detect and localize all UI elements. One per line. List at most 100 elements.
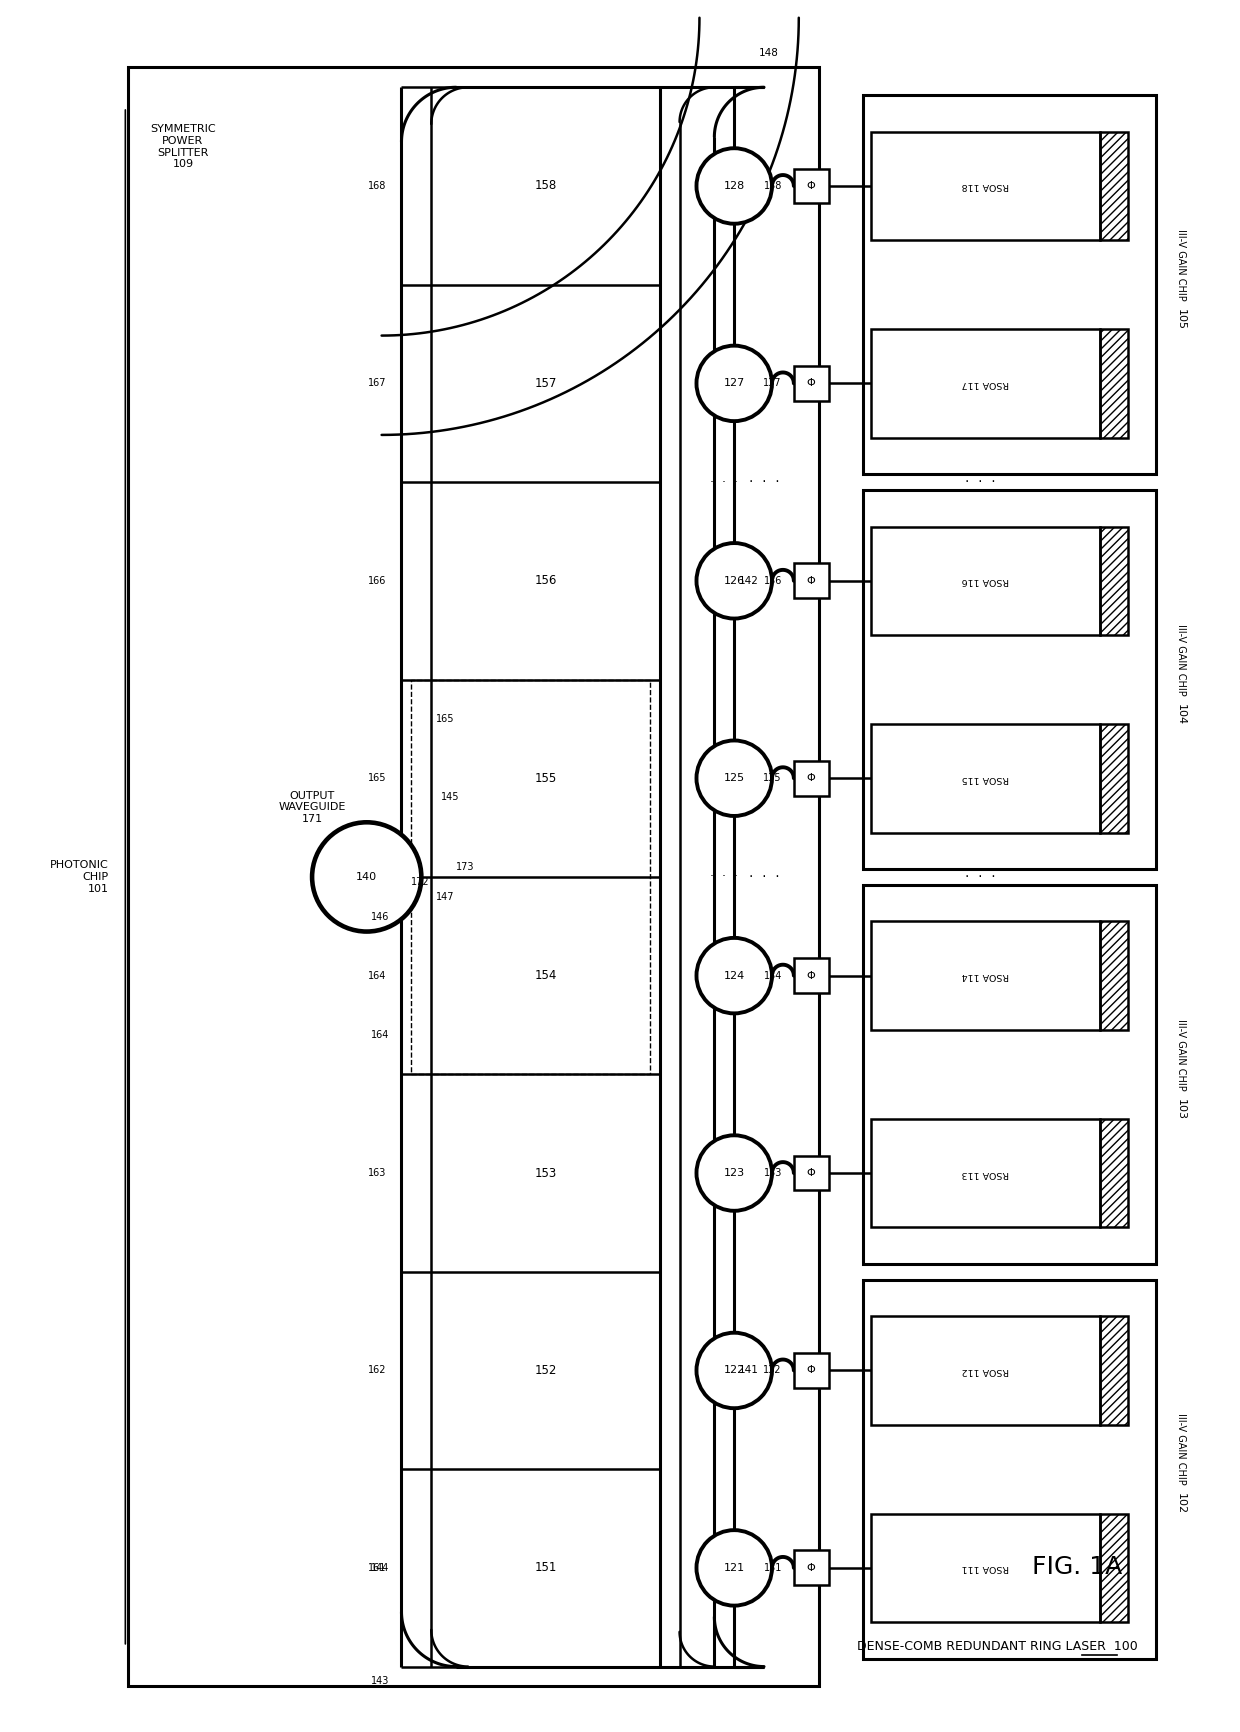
Bar [1100,1119,1127,1228]
Bar [1100,329,1127,438]
Text: 122: 122 [724,1365,745,1375]
Bar [412,679,650,1074]
Bar [794,1353,828,1387]
Bar [872,132,1100,241]
Text: 103: 103 [1177,1098,1187,1119]
Circle shape [697,1332,773,1408]
Text: 137: 137 [764,378,782,388]
Text: RSOA 113: RSOA 113 [962,1169,1009,1178]
Text: 136: 136 [764,575,782,585]
Text: ·  ·  ·: · · · [711,476,738,488]
Text: 123: 123 [724,1167,745,1178]
Text: Φ: Φ [807,1365,816,1375]
Bar [794,563,828,598]
Text: III-V GAIN CHIP: III-V GAIN CHIP [1177,1413,1187,1484]
Text: 121: 121 [724,1562,745,1573]
Bar [872,1514,1100,1623]
Text: RSOA 111: RSOA 111 [962,1564,1009,1573]
Text: ·  ·  ·: · · · [749,869,779,883]
Text: 145: 145 [441,793,460,802]
Bar [794,168,828,203]
Text: ·  ·  ·: · · · [965,475,996,488]
Text: PHOTONIC
CHIP
101: PHOTONIC CHIP 101 [50,861,108,894]
Circle shape [697,1529,773,1606]
Bar [872,1119,1100,1228]
Text: 165: 165 [436,714,455,724]
Bar [128,68,818,1687]
Text: 172: 172 [412,876,430,887]
Text: DENSE-COMB REDUNDANT RING LASER  100: DENSE-COMB REDUNDANT RING LASER 100 [857,1640,1138,1654]
Bar [1100,527,1127,636]
Text: 127: 127 [724,378,745,388]
Text: 124: 124 [724,970,745,980]
Text: 105: 105 [1177,308,1187,331]
Bar [872,1316,1100,1425]
Text: 140: 140 [356,871,377,882]
Bar [872,329,1100,438]
Bar [872,921,1100,1031]
Text: ·  ·  ·: · · · [711,871,738,883]
Bar [794,958,828,992]
Text: 151: 151 [534,1561,557,1574]
Text: 163: 163 [368,1167,387,1178]
Text: 144: 144 [371,1562,389,1573]
Text: FIG. 1A: FIG. 1A [1032,1555,1122,1580]
Text: SYMMETRIC
POWER
SPLITTER
109: SYMMETRIC POWER SPLITTER 109 [150,125,216,170]
Text: 148: 148 [759,47,779,57]
Bar [794,365,828,400]
Circle shape [697,939,773,1013]
Text: Φ: Φ [807,772,816,783]
Bar [863,490,1157,869]
Text: 125: 125 [724,772,745,783]
Text: 168: 168 [368,180,387,191]
Bar [1100,921,1127,1031]
Text: 173: 173 [456,863,475,871]
Text: 162: 162 [368,1365,387,1375]
Bar [794,760,828,795]
Text: 154: 154 [534,970,557,982]
Text: 143: 143 [371,1677,389,1687]
Text: 157: 157 [534,378,557,390]
Text: 146: 146 [371,911,389,921]
Text: 156: 156 [534,575,557,587]
Bar [872,724,1100,833]
Text: 133: 133 [764,1167,782,1178]
Text: RSOA 115: RSOA 115 [962,774,1009,783]
Text: 161: 161 [368,1562,387,1573]
Text: RSOA 116: RSOA 116 [962,577,1009,585]
Text: RSOA 112: RSOA 112 [962,1367,1009,1375]
Text: Φ: Φ [807,180,816,191]
Circle shape [697,346,773,421]
Text: 152: 152 [534,1365,557,1377]
Text: 166: 166 [368,575,387,585]
Text: 131: 131 [764,1562,782,1573]
Text: III-V GAIN CHIP: III-V GAIN CHIP [1177,624,1187,696]
Text: 126: 126 [724,575,745,585]
Text: 153: 153 [534,1167,557,1179]
Text: 147: 147 [436,892,455,902]
Circle shape [697,741,773,816]
Text: 141: 141 [739,1365,759,1375]
Text: OUTPUT
WAVEGUIDE
171: OUTPUT WAVEGUIDE 171 [279,792,346,824]
Circle shape [312,823,422,932]
Text: 164: 164 [368,970,387,980]
Text: ·  ·  ·: · · · [965,869,996,883]
Text: Φ: Φ [807,378,816,388]
Text: Φ: Φ [807,970,816,980]
Circle shape [697,544,773,618]
Text: RSOA 118: RSOA 118 [962,182,1009,191]
Bar [872,527,1100,636]
Text: 165: 165 [368,772,387,783]
Bar [863,95,1157,475]
Circle shape [697,1134,773,1211]
Text: Φ: Φ [807,1562,816,1573]
Bar [1100,724,1127,833]
Text: 134: 134 [764,970,782,980]
Text: 167: 167 [368,378,387,388]
Circle shape [697,149,773,223]
Text: RSOA 114: RSOA 114 [962,972,1009,980]
Bar [863,885,1157,1264]
Text: Φ: Φ [807,575,816,585]
Text: 142: 142 [739,575,759,585]
Bar [794,1550,828,1585]
